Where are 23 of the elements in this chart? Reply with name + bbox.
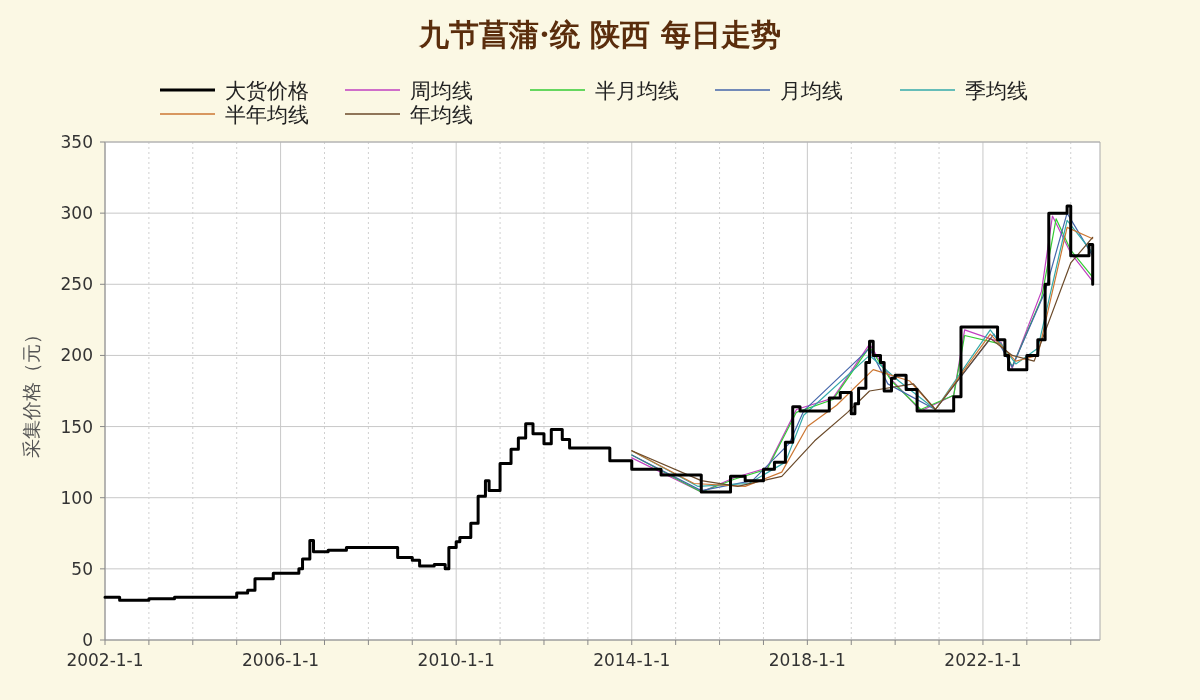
x-tick-label: 2006-1-1	[242, 650, 320, 670]
legend-label: 大货价格	[225, 79, 309, 103]
y-tick-label: 350	[60, 132, 93, 152]
legend-label: 周均线	[410, 79, 473, 103]
legend-label: 年均线	[410, 103, 473, 127]
legend-label: 半年均线	[225, 103, 309, 127]
legend-label: 季均线	[965, 79, 1028, 103]
y-tick-label: 200	[60, 345, 93, 366]
legend-label: 月均线	[780, 79, 843, 103]
y-tick-label: 100	[60, 487, 93, 508]
x-tick-label: 2010-1-1	[417, 650, 495, 670]
y-tick-label: 0	[82, 630, 93, 650]
y-tick-label: 250	[60, 274, 93, 295]
y-tick-label: 150	[60, 416, 93, 437]
ylabel: 采集价格（元）	[20, 324, 42, 458]
y-tick-label: 300	[60, 203, 93, 224]
x-tick-label: 2022-1-1	[944, 650, 1022, 670]
x-tick-label: 2014-1-1	[593, 650, 671, 670]
legend-label: 半月均线	[595, 79, 679, 103]
x-tick-label: 2018-1-1	[768, 650, 846, 670]
title: 九节菖蒲·统 陕西 每日走势	[419, 17, 781, 52]
y-tick-label: 50	[71, 558, 93, 579]
x-tick-label: 2002-1-1	[66, 650, 144, 670]
